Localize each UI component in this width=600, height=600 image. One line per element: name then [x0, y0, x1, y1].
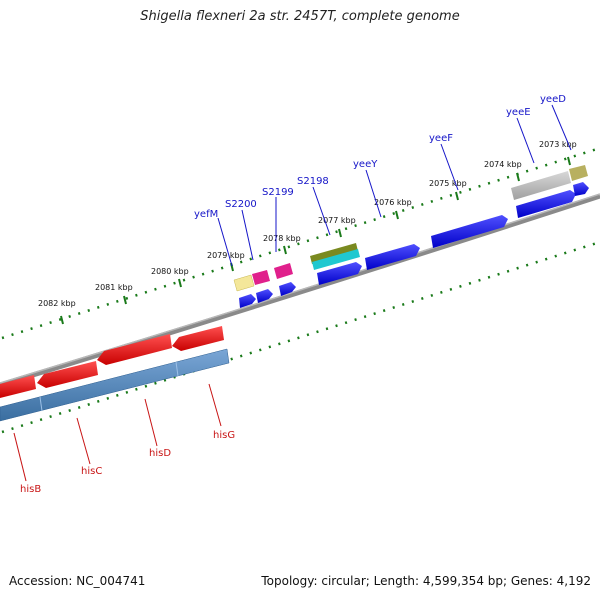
feature-olive — [310, 243, 358, 264]
cds-rev-4 — [172, 326, 224, 351]
tick-label-2076: 2076 kbp — [374, 198, 412, 207]
gene-label-hisD: hisD — [149, 448, 171, 459]
forward-cds-features — [239, 182, 589, 308]
inner-scale-track — [1, 240, 600, 434]
tick-label-2080: 2080 kbp — [151, 267, 189, 276]
gene-label-yefM: yefM — [194, 209, 218, 220]
gene-label-S2199: S2199 — [262, 187, 294, 198]
feature-magenta-1 — [252, 270, 270, 285]
cds-rev-1 — [0, 375, 36, 398]
scale-tick-labels: 2082 kbp 2081 kbp 2080 kbp 2079 kbp 2078… — [38, 140, 577, 308]
feature-khaki — [569, 165, 588, 181]
feature-pale-yellow — [233, 274, 255, 292]
gene-label-S2198: S2198 — [297, 176, 329, 187]
gene-label-hisG: hisG — [213, 430, 235, 441]
cds-fwd-6 — [256, 289, 273, 303]
gene-label-yeeY: yeeY — [353, 159, 378, 170]
tick-label-2081: 2081 kbp — [95, 283, 133, 292]
genome-summary-text: Topology: circular; Length: 4,599,354 bp… — [261, 574, 591, 588]
cds-fwd-7 — [279, 282, 296, 296]
gene-label-yeeD: yeeD — [540, 94, 566, 105]
misc-features — [233, 165, 588, 292]
feature-cyan — [312, 249, 360, 270]
cds-fwd-1 — [317, 262, 362, 285]
genome-backbone — [0, 193, 600, 388]
cds-fwd-2 — [365, 244, 420, 270]
tick-label-2075: 2075 kbp — [429, 179, 467, 188]
tick-label-2079: 2079 kbp — [207, 251, 245, 260]
cds-rev-2 — [37, 361, 98, 388]
feature-magenta-2 — [274, 263, 293, 279]
reverse-strand-band — [0, 348, 230, 422]
gene-label-S2200: S2200 — [225, 199, 257, 210]
cds-fwd-3 — [431, 215, 508, 248]
tick-label-2077: 2077 kbp — [318, 216, 356, 225]
gene-labels-top: yefM S2200 S2199 S2198 yeeY yeeF yeeE ye… — [194, 94, 566, 220]
gene-label-yeeF: yeeF — [429, 133, 453, 144]
gene-leader-lines-bottom — [13, 383, 222, 482]
tick-label-2078: 2078 kbp — [263, 234, 301, 243]
gene-labels-bottom: hisB hisC hisD hisG — [20, 430, 235, 495]
tick-label-2074: 2074 kbp — [484, 160, 522, 169]
gene-label-hisB: hisB — [20, 484, 41, 495]
scale-major-ticks — [60, 156, 571, 325]
cds-fwd-4 — [516, 190, 576, 218]
tick-label-2082: 2082 kbp — [38, 299, 76, 308]
cds-fwd-5 — [239, 294, 256, 308]
feature-grey — [511, 171, 571, 200]
accession-text: Accession: NC_004741 — [9, 574, 146, 588]
tick-label-2073: 2073 kbp — [539, 140, 577, 149]
reverse-cds-features — [0, 326, 224, 398]
gene-leader-lines-top — [217, 104, 572, 267]
gene-label-hisC: hisC — [81, 466, 102, 477]
gene-label-yeeE: yeeE — [506, 107, 531, 118]
cds-rev-3 — [97, 334, 172, 365]
map-title: Shigella flexneri 2a str. 2457T, complet… — [140, 9, 460, 24]
cds-fwd-8 — [573, 182, 589, 196]
